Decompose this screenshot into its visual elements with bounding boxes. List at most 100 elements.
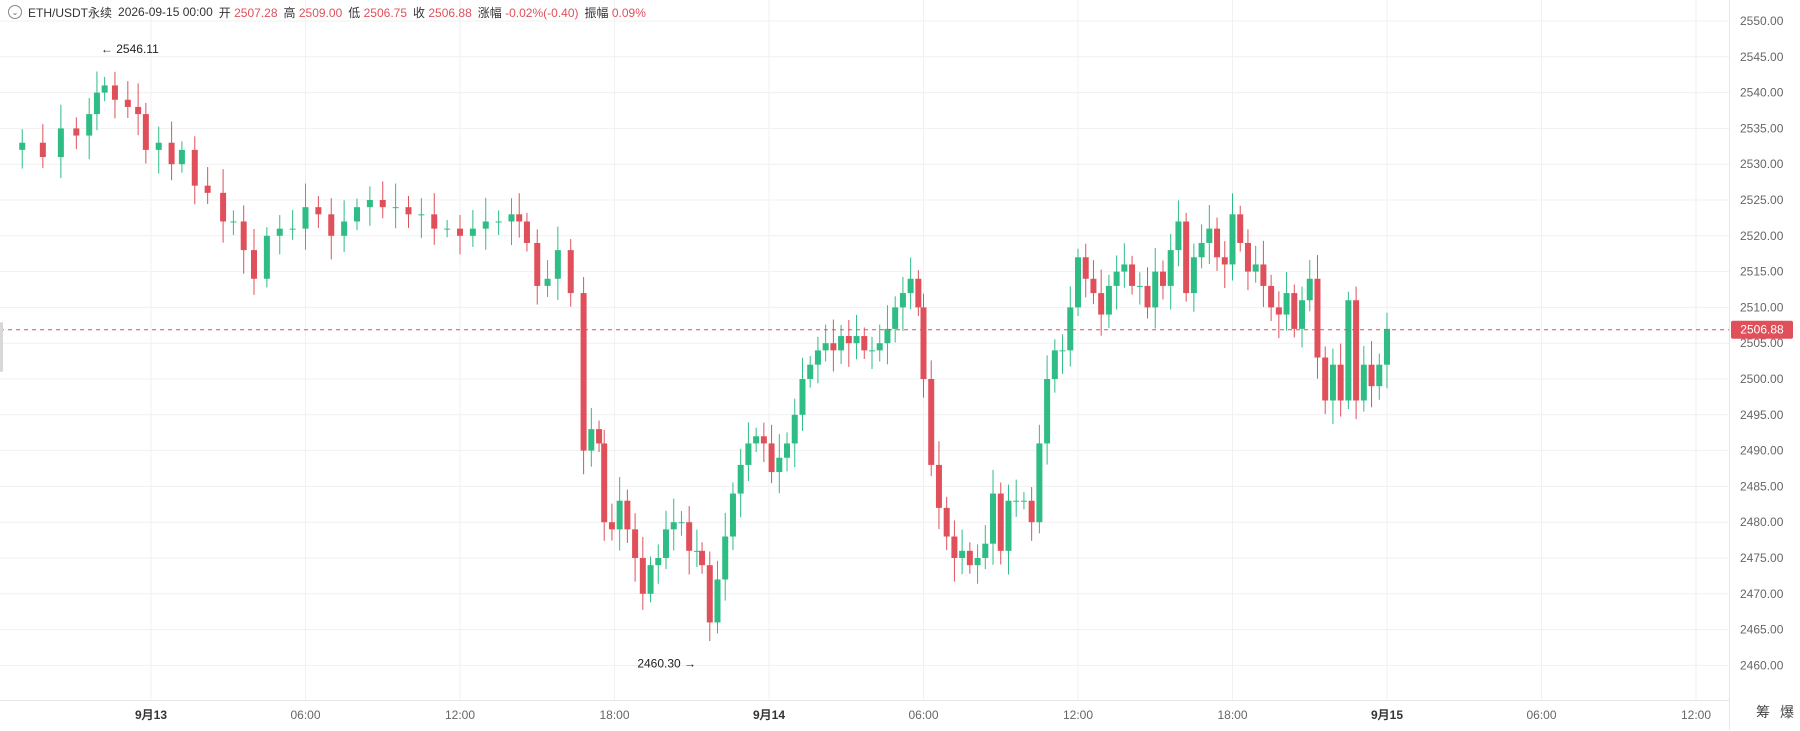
candle: [567, 239, 574, 307]
candle: [263, 227, 270, 288]
candle: [405, 196, 412, 228]
candle-body: [168, 142, 175, 165]
chips-tool-button[interactable]: 筹: [1756, 704, 1770, 720]
close-value: 2506.88: [428, 5, 472, 20]
candle: [1337, 343, 1344, 417]
price-axis[interactable]: [1729, 0, 1800, 730]
time-tick-label: 9月13: [135, 708, 167, 722]
candle-body: [601, 443, 608, 523]
candle-body: [302, 207, 309, 229]
candle: [124, 81, 131, 119]
candle-body: [1299, 300, 1306, 329]
time-tick-label: 06:00: [290, 708, 320, 722]
candle: [943, 496, 950, 551]
candle: [366, 186, 373, 226]
candle-body: [1237, 214, 1244, 243]
candle-body: [1013, 500, 1020, 502]
candle: [1376, 353, 1383, 400]
datetime-label: 2026-09-15 00:00: [118, 5, 213, 19]
candle: [1306, 260, 1313, 312]
candle-body: [1260, 264, 1267, 286]
candle-body: [799, 379, 806, 415]
candle-body: [1275, 307, 1282, 315]
candle: [379, 181, 386, 219]
candle: [1105, 274, 1112, 329]
price-tick-label: 2465.00: [1740, 623, 1784, 637]
price-tick-label: 2525.00: [1740, 193, 1784, 207]
candle: [678, 511, 685, 536]
candle-body: [1345, 300, 1352, 401]
candle-body: [567, 250, 574, 294]
candle-body: [155, 142, 162, 150]
candle: [554, 226, 561, 300]
candle-body: [124, 99, 131, 107]
candle: [853, 314, 860, 360]
candle: [1044, 355, 1051, 465]
candle: [974, 544, 981, 584]
price-tick-label: 2460.00: [1740, 658, 1784, 672]
candle: [1136, 272, 1143, 305]
time-tick-label: 18:00: [599, 708, 629, 722]
candle-body: [1183, 221, 1190, 294]
candle-body: [1051, 350, 1058, 379]
candle-body: [753, 436, 760, 444]
candle-body: [776, 457, 783, 473]
candle-body: [1152, 271, 1159, 308]
candle: [341, 200, 348, 252]
candle: [1299, 286, 1306, 348]
candle: [997, 482, 1004, 565]
candle: [686, 506, 693, 575]
candle-body: [289, 228, 296, 230]
candle-body: [655, 558, 662, 566]
candle: [639, 536, 646, 610]
candle-body: [959, 550, 966, 558]
candle-body: [1113, 271, 1120, 286]
side-tools: 筹 爆: [1756, 702, 1794, 722]
time-axis[interactable]: [0, 700, 1729, 731]
candle: [876, 324, 883, 362]
candle: [1283, 271, 1290, 331]
candle: [928, 360, 935, 477]
liquidation-tool-button[interactable]: 爆: [1780, 704, 1794, 720]
candle-body: [1067, 307, 1074, 351]
price-tick-label: 2495.00: [1740, 408, 1784, 422]
candle-body: [907, 278, 914, 294]
candle: [93, 71, 100, 131]
candle-body: [943, 507, 950, 537]
candle-body: [93, 92, 100, 115]
candle-body: [1020, 500, 1027, 502]
candle: [544, 260, 551, 298]
candle: [822, 324, 829, 362]
candle-body: [1214, 228, 1221, 258]
candle-body: [588, 429, 595, 451]
candle-body: [276, 228, 283, 236]
low-value: 2506.75: [363, 5, 408, 20]
candle: [392, 183, 399, 229]
candle: [1167, 234, 1174, 310]
low-label: 低: [348, 5, 361, 20]
price-tick-label: 2480.00: [1740, 515, 1784, 529]
candle: [1152, 247, 1159, 329]
candle: [753, 427, 760, 453]
high-price-marker: ← 2546.11: [101, 42, 159, 56]
candle-body: [706, 565, 713, 623]
chart-left-drag-handle[interactable]: [0, 322, 3, 372]
candle: [1275, 291, 1282, 339]
time-axis-labels: 9月13 06:00 12:00 18:00 9月14 06:00 12:00 18:00 9月…: [135, 708, 1711, 722]
price-tick-label: 2485.00: [1740, 479, 1784, 493]
symbol-label[interactable]: ETH/USDT永续: [28, 5, 113, 20]
candle-body: [1082, 257, 1089, 279]
candle: [1314, 255, 1321, 379]
collapse-toggle-icon[interactable]: ⌄: [8, 5, 22, 19]
candle-body: [647, 565, 654, 594]
candle-body: [1028, 500, 1035, 523]
candle: [155, 126, 162, 174]
candle: [791, 398, 798, 468]
candle: [869, 336, 875, 369]
candle: [1244, 229, 1251, 291]
candle: [86, 97, 93, 160]
candle-body: [19, 142, 26, 150]
candle-body: [534, 242, 541, 286]
